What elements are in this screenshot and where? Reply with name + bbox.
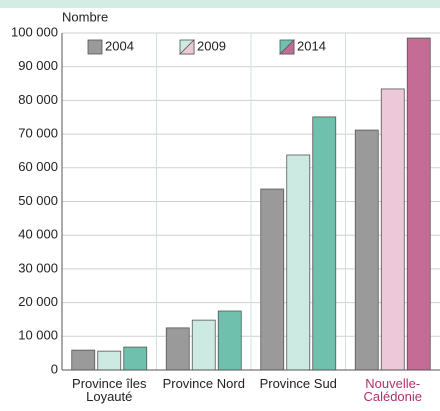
bar bbox=[217, 310, 242, 371]
bar bbox=[286, 154, 311, 371]
y-tick-label: 30 000 bbox=[18, 260, 58, 275]
y-tick-label: 100 000 bbox=[11, 24, 58, 39]
bar bbox=[165, 327, 190, 371]
y-tick-label: 20 000 bbox=[18, 294, 58, 309]
bar bbox=[191, 319, 216, 371]
y-tick-label: 10 000 bbox=[18, 328, 58, 343]
legend-label: 2009 bbox=[197, 38, 226, 53]
y-tick-label: 0 bbox=[51, 361, 58, 376]
bar bbox=[380, 88, 405, 371]
bar bbox=[71, 349, 96, 371]
legend-label: 2014 bbox=[297, 38, 326, 53]
bar bbox=[260, 188, 285, 371]
bar bbox=[406, 37, 431, 371]
legend-label: 2004 bbox=[105, 38, 134, 53]
x-tick-label: Province îles Loyauté bbox=[72, 376, 147, 404]
y-tick-label: 40 000 bbox=[18, 227, 58, 242]
legend-swatch bbox=[87, 39, 103, 55]
legend-swatch-half bbox=[179, 39, 195, 55]
bar bbox=[354, 129, 379, 371]
bar bbox=[97, 350, 122, 371]
x-tick-label: Province Nord bbox=[162, 376, 245, 391]
y-tick-label: 70 000 bbox=[18, 126, 58, 141]
y-tick-label: 50 000 bbox=[18, 193, 58, 208]
bar bbox=[312, 116, 337, 371]
y-tick-label: 80 000 bbox=[18, 92, 58, 107]
bar bbox=[123, 346, 148, 371]
y-axis-label: Nombre bbox=[62, 9, 108, 24]
y-tick-label: 90 000 bbox=[18, 58, 58, 73]
top-band bbox=[0, 0, 440, 8]
x-tick-label: Nouvelle-Calédonie bbox=[363, 376, 423, 404]
y-tick-label: 60 000 bbox=[18, 159, 58, 174]
x-tick-label: Province Sud bbox=[259, 376, 337, 391]
legend-swatch-half bbox=[279, 39, 295, 55]
